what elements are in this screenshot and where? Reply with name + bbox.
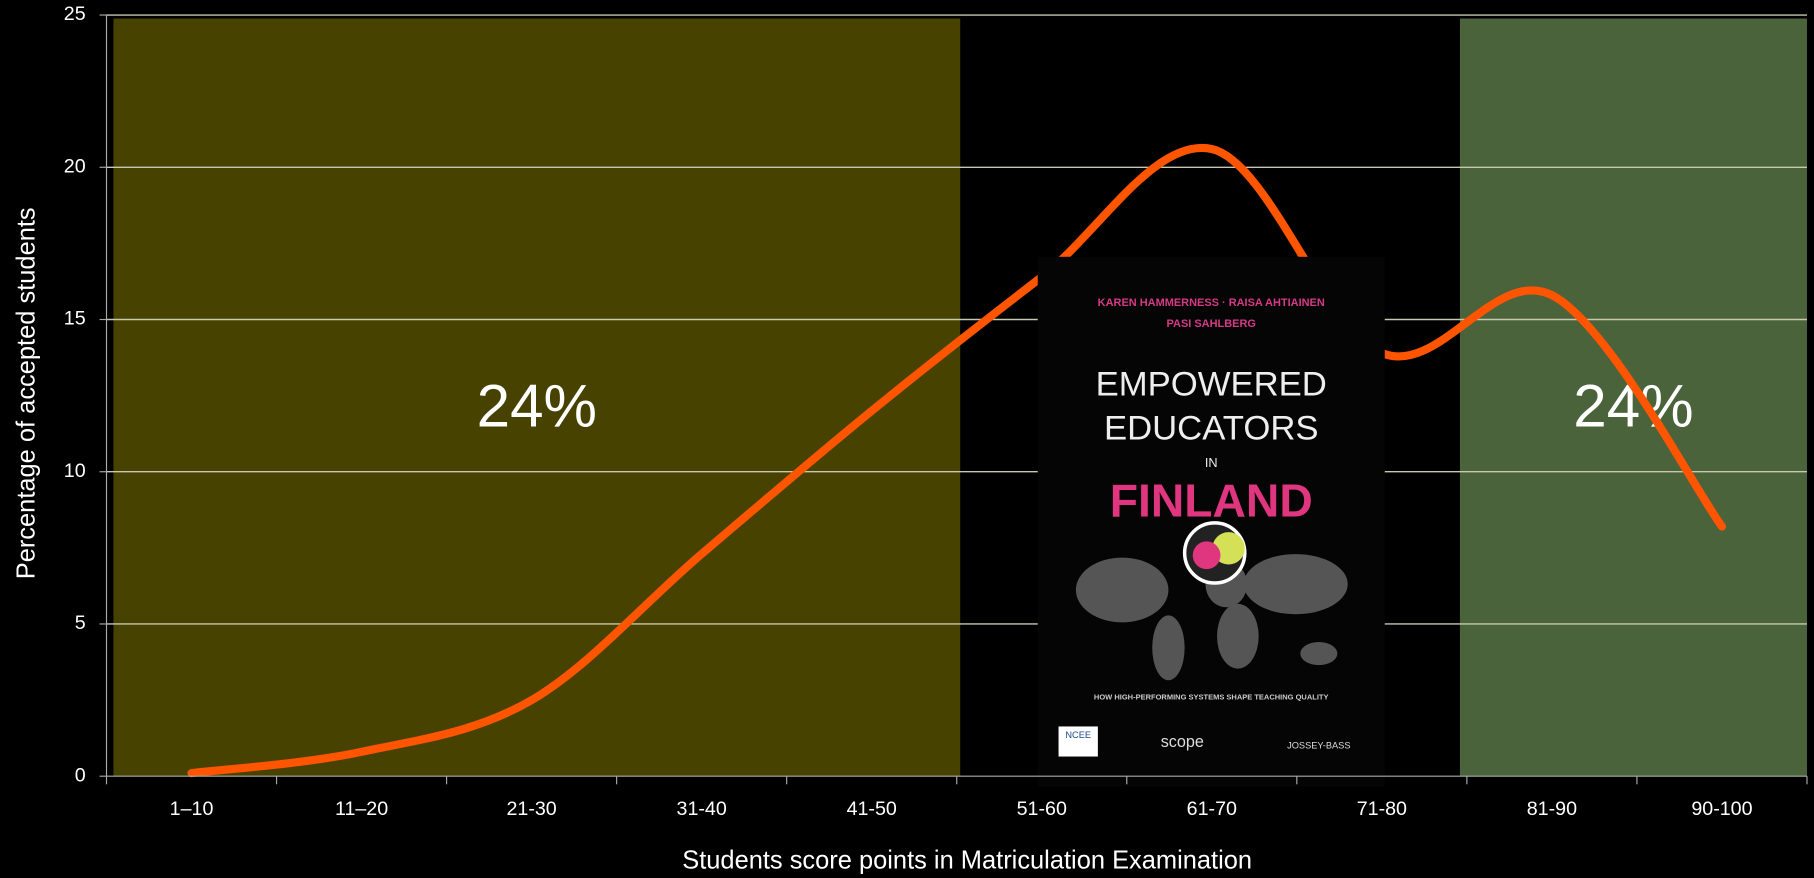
- book-authors: PASI SAHLBERG: [1167, 318, 1256, 330]
- book-title: FINLAND: [1110, 475, 1313, 527]
- x-tick-label: 90-100: [1691, 798, 1752, 820]
- y-tick-label: 25: [64, 3, 86, 25]
- y-tick-label: 5: [75, 612, 86, 634]
- book-title: EMPOWERED: [1096, 366, 1327, 404]
- publisher-name: scope: [1161, 733, 1204, 751]
- page: {"chart_data": { "type": "line", "x_labe…: [0, 0, 1814, 878]
- x-tick-label: 31-40: [677, 798, 727, 820]
- book-title: IN: [1205, 455, 1218, 470]
- book-authors: KAREN HAMMERNESS · RAISA AHTIAINEN: [1098, 297, 1325, 309]
- book-title: EDUCATORS: [1104, 409, 1319, 447]
- book-subtitle: HOW HIGH-PERFORMING SYSTEMS SHAPE TEACHI…: [1094, 693, 1329, 702]
- y-tick-label: 10: [64, 460, 86, 482]
- x-axis-label: Students score points in Matriculation E…: [682, 847, 1252, 875]
- x-tick-label: 71-80: [1357, 798, 1407, 820]
- book-cover: KAREN HAMMERNESS · RAISA AHTIAINEN PASI …: [1038, 257, 1385, 787]
- x-tick-label: 61-70: [1187, 798, 1237, 820]
- highlight-label: 24%: [477, 373, 597, 440]
- x-tick-label: 41-50: [847, 798, 897, 820]
- y-tick-label: 15: [64, 308, 86, 330]
- y-tick-label: 20: [64, 155, 86, 177]
- x-tick-label: 51-60: [1017, 798, 1067, 820]
- publisher-name: NCEE: [1065, 730, 1091, 740]
- x-tick-label: 81-90: [1527, 798, 1577, 820]
- publisher-name: JOSSEY-BASS: [1287, 741, 1350, 751]
- x-tick-label: 1–10: [170, 798, 214, 820]
- x-tick-label: 11–20: [335, 798, 388, 820]
- highlight-bands: 24%24%: [113, 19, 1807, 777]
- book-emblem: [1193, 541, 1221, 569]
- chart: 24%24% KAREN HAMMERNESS · RAISA AHTIAINE…: [0, 0, 1814, 878]
- x-tick-label: 21-30: [506, 798, 556, 820]
- y-axis-label: Percentage of accepted students: [13, 207, 41, 579]
- y-tick-label: 0: [75, 764, 86, 786]
